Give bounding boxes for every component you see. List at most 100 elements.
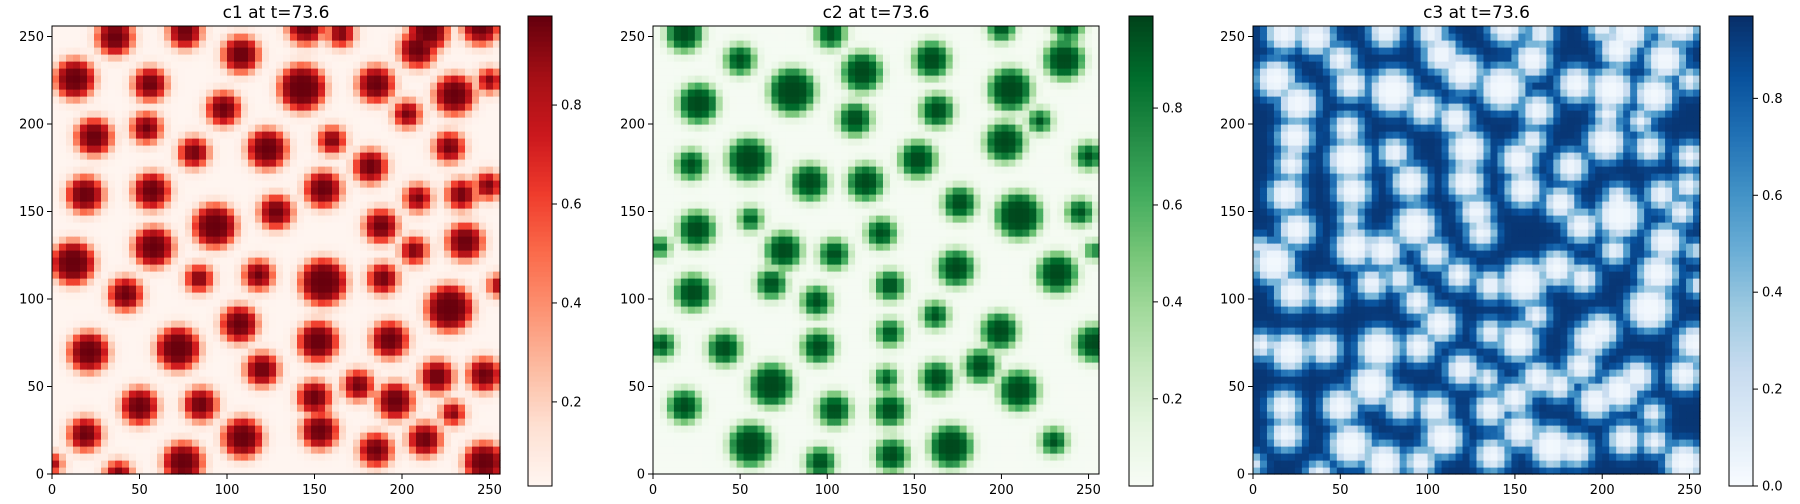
heatmap-cell [101, 159, 109, 167]
heatmap-cell [227, 103, 235, 111]
heatmap-cell [101, 383, 109, 391]
heatmap-cell [87, 313, 95, 321]
heatmap-cell [486, 194, 494, 202]
heatmap-cell [423, 348, 431, 356]
heatmap-cell [799, 404, 807, 412]
heatmap-cell [430, 376, 438, 384]
heatmap-cell [890, 425, 898, 433]
heatmap-cell [108, 103, 116, 111]
heatmap-cell [827, 404, 835, 412]
heatmap-cell [890, 411, 898, 419]
heatmap-cell [262, 313, 270, 321]
heatmap-cell [325, 250, 333, 258]
heatmap-cell [311, 348, 319, 356]
heatmap-cell [325, 117, 333, 125]
heatmap-cell [353, 40, 361, 48]
heatmap-cell [367, 250, 375, 258]
heatmap-cell [758, 404, 766, 412]
heatmap-cell [451, 285, 459, 293]
heatmap-cell [486, 152, 494, 160]
heatmap-cell [339, 446, 347, 454]
heatmap-cell [660, 397, 668, 405]
heatmap-cell [493, 411, 501, 419]
heatmap-cell [918, 439, 926, 447]
heatmap-cell [269, 243, 277, 251]
heatmap-cell [346, 26, 354, 34]
heatmap-cell [150, 285, 158, 293]
heatmap-cell [66, 362, 74, 370]
heatmap-cell [346, 285, 354, 293]
heatmap-cell [395, 89, 403, 97]
heatmap-cell [402, 327, 410, 335]
heatmap-cell [318, 320, 326, 328]
heatmap-cell [80, 390, 88, 398]
heatmap-cell [276, 334, 284, 342]
heatmap-cell [318, 61, 326, 69]
heatmap-cell [458, 292, 466, 300]
heatmap-cell [402, 117, 410, 125]
heatmap-cell [994, 397, 1002, 405]
heatmap-cell [409, 145, 417, 153]
heatmap-cell [122, 432, 130, 440]
heatmap-cell [374, 446, 382, 454]
heatmap-cell [206, 201, 214, 209]
heatmap-cell [388, 460, 396, 468]
heatmap-cell [157, 82, 165, 90]
heatmap-cell [409, 54, 417, 62]
heatmap-cell [248, 376, 256, 384]
heatmap-cell [80, 425, 88, 433]
heatmap-cell [227, 250, 235, 258]
heatmap-cell [311, 432, 319, 440]
heatmap-cell [367, 229, 375, 237]
colorbar-step [528, 436, 552, 442]
heatmap-cell [115, 173, 123, 181]
heatmap-cell [297, 103, 305, 111]
heatmap-cell [374, 271, 382, 279]
heatmap-cell [444, 271, 452, 279]
heatmap-cell [297, 264, 305, 272]
heatmap-cell [206, 327, 214, 335]
heatmap-cell [430, 390, 438, 398]
heatmap-cell [122, 250, 130, 258]
heatmap-cell [87, 299, 95, 307]
heatmap-cell [778, 432, 786, 440]
heatmap-cell [409, 208, 417, 216]
heatmap-cell [479, 82, 487, 90]
heatmap-cell [94, 47, 102, 55]
heatmap-cell [73, 362, 81, 370]
heatmap-cell [437, 40, 445, 48]
heatmap-cell [479, 257, 487, 265]
heatmap-cell [416, 439, 424, 447]
heatmap-cell [325, 341, 333, 349]
heatmap-cell [318, 383, 326, 391]
heatmap-cell [269, 418, 277, 426]
heatmap-cell [395, 236, 403, 244]
heatmap-cell [702, 404, 710, 412]
heatmap-cell [402, 425, 410, 433]
heatmap-cell [332, 460, 340, 468]
heatmap-cell [876, 439, 884, 447]
heatmap-cell [423, 425, 431, 433]
heatmap-cell [339, 145, 347, 153]
heatmap-cell [932, 446, 940, 454]
heatmap-cell [486, 117, 494, 125]
heatmap-cell [234, 271, 242, 279]
heatmap-cell [1078, 411, 1086, 419]
heatmap-cell [241, 390, 249, 398]
heatmap-cell [66, 411, 74, 419]
heatmap-cell [869, 467, 877, 475]
heatmap-cell [751, 411, 759, 419]
heatmap-cell [332, 432, 340, 440]
heatmap-cell [493, 285, 501, 293]
heatmap-cell [73, 418, 81, 426]
colorbar-step [528, 381, 552, 387]
heatmap-cell [1015, 432, 1023, 440]
heatmap-cell [367, 369, 375, 377]
heatmap-cell [765, 432, 773, 440]
heatmap-cell [360, 383, 368, 391]
heatmap-cell [479, 152, 487, 160]
heatmap-cell [339, 159, 347, 167]
heatmap-cell [248, 418, 256, 426]
heatmap-cell [465, 362, 473, 370]
heatmap-cell [318, 299, 326, 307]
